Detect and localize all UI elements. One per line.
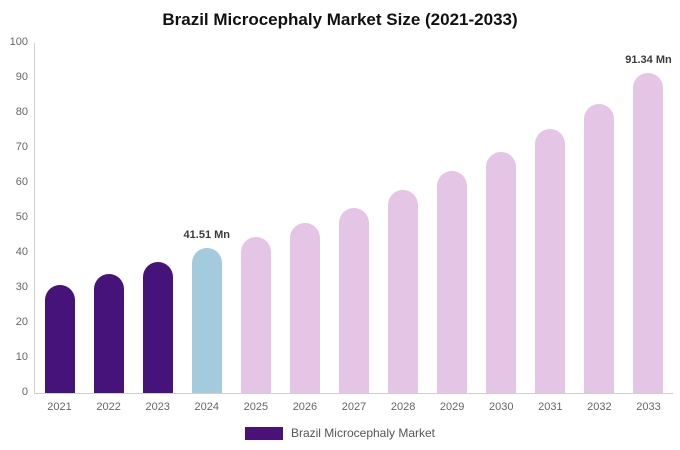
bar-column-2026: 2026 (280, 43, 329, 413)
bar-2033 (633, 73, 664, 393)
y-tick-label: 100 (9, 36, 28, 48)
bar-2021 (44, 284, 75, 393)
bar-2032 (584, 104, 615, 393)
bar-column-2031: 2031 (526, 43, 575, 413)
y-tick-label: 90 (15, 71, 28, 83)
bar-column-2021: 2021 (35, 43, 84, 413)
bar-column-2028: 2028 (379, 43, 428, 413)
bar-2027 (339, 207, 369, 393)
bar-2026 (289, 223, 320, 393)
x-tick-label: 2028 (390, 401, 416, 413)
chart-title: Brazil Microcephaly Market Size (2021-20… (162, 10, 518, 29)
bar-column-2023: 2023 (133, 43, 182, 413)
y-tick-label: 10 (15, 351, 28, 363)
x-tick-label: 2032 (587, 401, 612, 413)
legend-swatch (244, 426, 283, 440)
y-tick-label: 70 (15, 141, 28, 153)
legend: Brazil Microcephaly Market (0, 426, 680, 440)
y-tick-label: 60 (15, 176, 28, 188)
plot-area: 2021 2022 2023 41.51 Mn 2024 2025 2026 2027 2028… (34, 43, 673, 413)
bar-2031 (535, 128, 566, 393)
bar-column-2029: 2029 (428, 43, 477, 413)
bar-column-2024: 41.51 Mn 2024 (182, 43, 231, 413)
legend-label: Brazil Microcephaly Market (290, 426, 436, 440)
y-tick-label: 0 (21, 386, 28, 398)
bar-2024 (191, 247, 222, 393)
bar-column-2030: 2030 (477, 43, 526, 413)
y-tick-label: 80 (15, 106, 28, 118)
bar-column-2033: 91.34 Mn 2033 (624, 43, 673, 413)
bar-column-2022: 2022 (84, 43, 133, 413)
x-tick-label: 2023 (145, 401, 170, 413)
bar-value-label: 41.51 Mn (183, 228, 230, 241)
bar-column-2025: 2025 (231, 43, 280, 413)
bar-2025 (240, 237, 271, 393)
y-tick-label: 50 (15, 211, 28, 223)
x-tick-label: 2022 (96, 401, 121, 413)
bar-2029 (437, 170, 468, 393)
y-tick-label: 40 (15, 246, 28, 258)
x-tick-label: 2025 (243, 401, 269, 413)
y-axis: 0 10 20 30 40 50 60 70 80 90 100 (0, 37, 28, 398)
x-tick-label: 2029 (439, 401, 465, 413)
y-tick-label: 30 (15, 281, 28, 293)
bar-2023 (142, 261, 173, 393)
x-tick-label: 2021 (47, 401, 72, 413)
bar-2022 (93, 274, 124, 393)
bar-2030 (486, 151, 517, 393)
x-tick-label: 2026 (292, 401, 318, 413)
y-tick-label: 20 (15, 316, 28, 328)
x-tick-label: 2027 (341, 401, 367, 413)
x-tick-label: 2033 (636, 401, 661, 413)
bar-column-2032: 2032 (575, 43, 624, 413)
bar-column-2027: 2027 (329, 43, 378, 413)
bar-value-label: 91.34 Mn (625, 54, 672, 67)
x-tick-label: 2030 (489, 401, 514, 413)
bar-2028 (388, 190, 419, 393)
x-tick-label: 2031 (538, 401, 563, 413)
x-tick-label: 2024 (194, 401, 220, 413)
